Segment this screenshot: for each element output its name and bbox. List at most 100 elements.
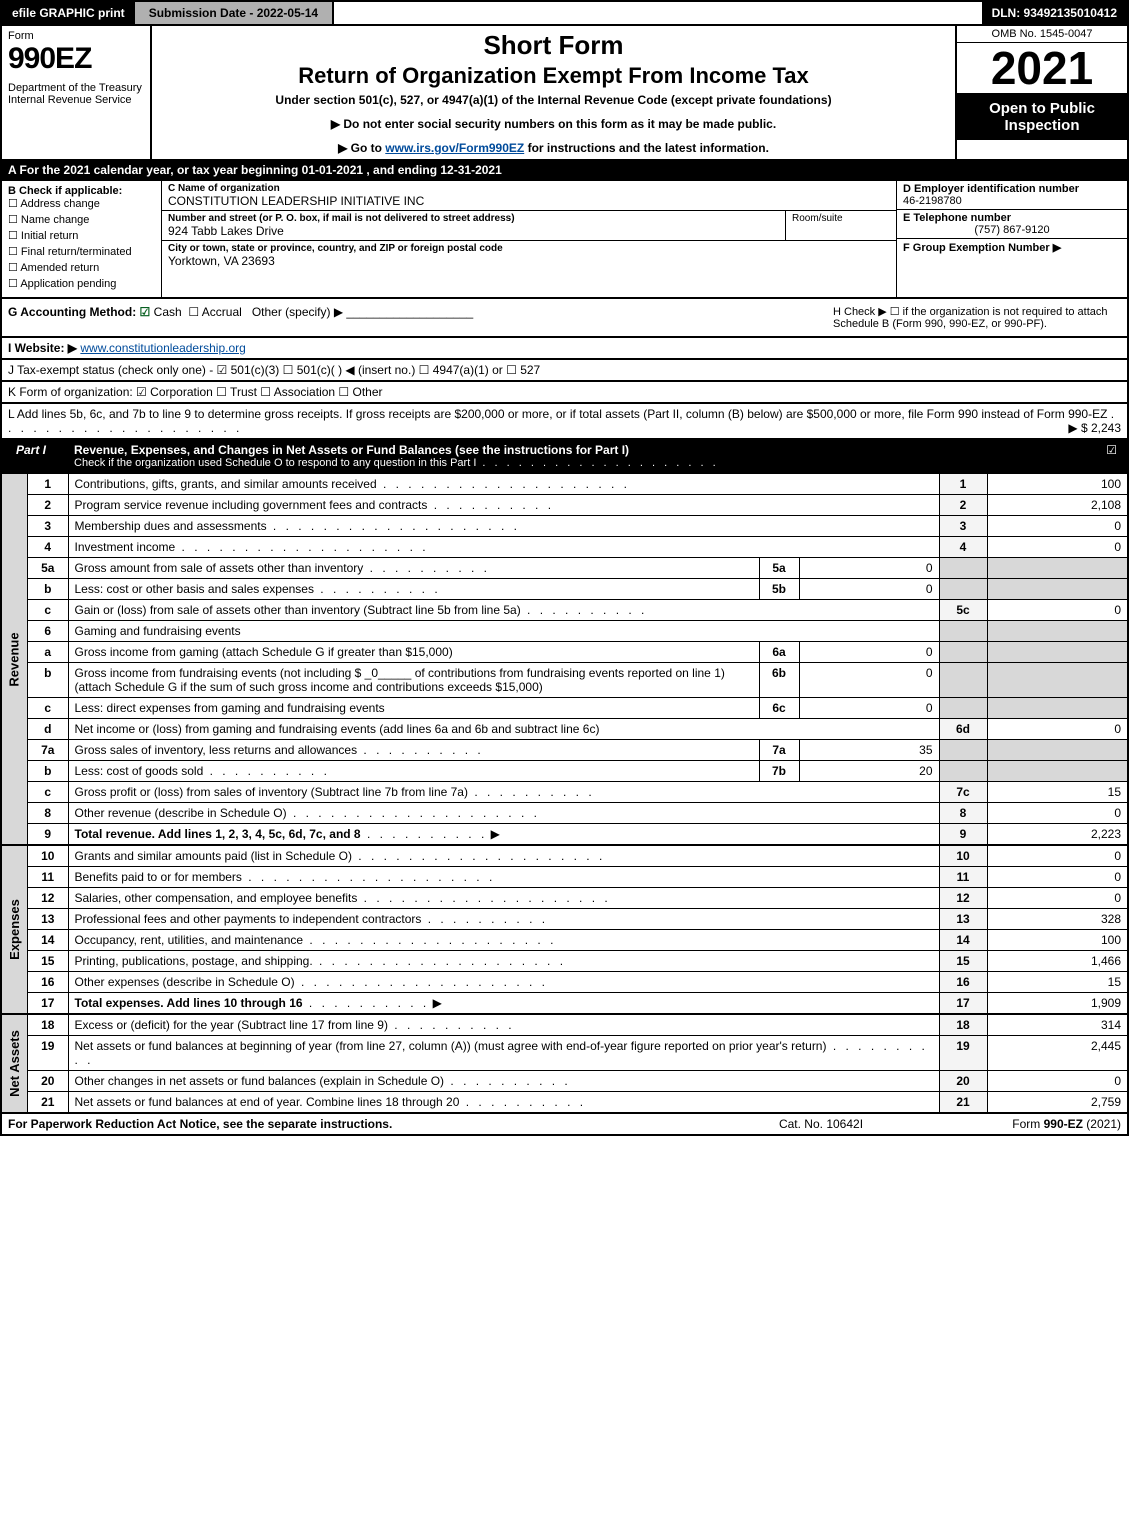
org-name-row: C Name of organization CONSTITUTION LEAD…	[162, 181, 896, 211]
form-label: Form	[8, 30, 144, 42]
chk-application-pending[interactable]: ☐ Application pending	[8, 277, 155, 290]
header-right: OMB No. 1545-0047 2021 Open to Public In…	[957, 26, 1127, 159]
netassets-section: Net Assets 18Excess or (deficit) for the…	[0, 1015, 1129, 1114]
room-suite: Room/suite	[786, 211, 896, 240]
footer-left: For Paperwork Reduction Act Notice, see …	[8, 1117, 721, 1131]
org-name-label: C Name of organization	[168, 183, 890, 194]
row-i-website: I Website: ▶ www.constitutionleadership.…	[0, 338, 1129, 360]
line-19: 19Net assets or fund balances at beginni…	[28, 1036, 1127, 1071]
line-7c: cGross profit or (loss) from sales of in…	[28, 782, 1127, 803]
note-link-post: for instructions and the latest informat…	[524, 141, 769, 155]
line-4: 4Investment income40	[28, 537, 1127, 558]
revenue-content: 1Contributions, gifts, grants, and simil…	[28, 474, 1127, 844]
dln-label: DLN: 93492135010412	[982, 2, 1127, 24]
phone-label: E Telephone number	[903, 212, 1121, 224]
row-l-text: L Add lines 5b, 6c, and 7b to line 9 to …	[8, 407, 1107, 421]
col-b-title: B Check if applicable:	[8, 185, 155, 197]
header-center: Short Form Return of Organization Exempt…	[152, 26, 957, 159]
row-l-amount: ▶ $ 2,243	[1068, 421, 1121, 435]
header-left: Form 990EZ Department of the Treasury In…	[2, 26, 152, 159]
chk-amended-return[interactable]: ☐ Amended return	[8, 261, 155, 274]
accrual-label: Accrual	[202, 305, 242, 319]
line-8: 8Other revenue (describe in Schedule O)8…	[28, 803, 1127, 824]
line-15: 15Printing, publications, postage, and s…	[28, 951, 1127, 972]
efile-label[interactable]: efile GRAPHIC print	[2, 2, 135, 24]
part1-sub: Check if the organization used Schedule …	[74, 457, 1100, 469]
part1-tab: Part I	[2, 440, 60, 460]
line-18: 18Excess or (deficit) for the year (Subt…	[28, 1015, 1127, 1036]
expenses-side-label: Expenses	[2, 846, 28, 1013]
page-footer: For Paperwork Reduction Act Notice, see …	[0, 1114, 1129, 1136]
line-11: 11Benefits paid to or for members110	[28, 867, 1127, 888]
chk-name-change[interactable]: ☐ Name change	[8, 213, 155, 226]
department-label: Department of the Treasury Internal Reve…	[8, 82, 144, 106]
chk-address-change[interactable]: ☐ Address change	[8, 197, 155, 210]
arrow-icon	[487, 827, 500, 841]
line-3: 3Membership dues and assessments30	[28, 516, 1127, 537]
topbar-spacer	[334, 2, 981, 24]
group-exemption-row: F Group Exemption Number ▶	[897, 239, 1127, 256]
omb-number: OMB No. 1545-0047	[957, 26, 1127, 43]
arrow-icon	[429, 996, 442, 1010]
city-value: Yorktown, VA 23693	[168, 254, 890, 268]
netassets-side-label: Net Assets	[2, 1015, 28, 1112]
irs-link[interactable]: www.irs.gov/Form990EZ	[385, 141, 524, 155]
line-10: 10Grants and similar amounts paid (list …	[28, 846, 1127, 867]
title-short-form: Short Form	[160, 30, 947, 61]
line-6c: cLess: direct expenses from gaming and f…	[28, 698, 1127, 719]
website-label: I Website: ▶	[8, 341, 77, 355]
line-5b: bLess: cost or other basis and sales exp…	[28, 579, 1127, 600]
line-6b: bGross income from fundraising events (n…	[28, 663, 1127, 698]
org-name: CONSTITUTION LEADERSHIP INITIATIVE INC	[168, 194, 890, 208]
line-16: 16Other expenses (describe in Schedule O…	[28, 972, 1127, 993]
note-link: ▶ Go to www.irs.gov/Form990EZ for instru…	[160, 141, 947, 155]
website-link[interactable]: www.constitutionleadership.org	[80, 341, 245, 355]
footer-mid: Cat. No. 10642I	[721, 1117, 921, 1131]
row-h: H Check ▶ ☐ if the organization is not r…	[827, 299, 1127, 336]
revenue-table: 1Contributions, gifts, grants, and simil…	[28, 474, 1127, 844]
row-j-tax-exempt: J Tax-exempt status (check only one) - ☑…	[0, 360, 1129, 382]
line-7b: bLess: cost of goods sold7b20	[28, 761, 1127, 782]
chk-initial-return[interactable]: ☐ Initial return	[8, 229, 155, 242]
col-c-org-info: C Name of organization CONSTITUTION LEAD…	[162, 181, 897, 297]
row-g-h: G Accounting Method: ☑ Cash ☐ Accrual Ot…	[0, 299, 1129, 338]
cash-label: Cash	[154, 305, 182, 319]
form-header: Form 990EZ Department of the Treasury In…	[0, 26, 1129, 161]
ein-row: D Employer identification number 46-2198…	[897, 181, 1127, 210]
part1-checkbox[interactable]: ☑	[1106, 440, 1127, 460]
top-bar: efile GRAPHIC print Submission Date - 20…	[0, 0, 1129, 26]
g-label: G Accounting Method:	[8, 305, 140, 319]
expenses-content: 10Grants and similar amounts paid (list …	[28, 846, 1127, 1013]
address-row: Number and street (or P. O. box, if mail…	[162, 211, 896, 241]
note-ssn: ▶ Do not enter social security numbers o…	[160, 117, 947, 131]
city-row: City or town, state or province, country…	[162, 241, 896, 270]
open-to-public: Open to Public Inspection	[957, 94, 1127, 140]
netassets-content: 18Excess or (deficit) for the year (Subt…	[28, 1015, 1127, 1112]
line-12: 12Salaries, other compensation, and empl…	[28, 888, 1127, 909]
address-main: Number and street (or P. O. box, if mail…	[162, 211, 786, 240]
part1-title-text: Revenue, Expenses, and Changes in Net As…	[74, 443, 629, 457]
line-6: 6Gaming and fundraising events	[28, 621, 1127, 642]
ein-label: D Employer identification number	[903, 183, 1121, 195]
row-l-gross-receipts: L Add lines 5b, 6c, and 7b to line 9 to …	[0, 404, 1129, 440]
footer-right: Form 990-EZ (2021)	[921, 1117, 1121, 1131]
revenue-side-label: Revenue	[2, 474, 28, 844]
line-14: 14Occupancy, rent, utilities, and mainte…	[28, 930, 1127, 951]
submission-date: Submission Date - 2022-05-14	[135, 2, 334, 24]
tax-year: 2021	[957, 43, 1127, 94]
line-5a: 5aGross amount from sale of assets other…	[28, 558, 1127, 579]
row-k-form-org: K Form of organization: ☑ Corporation ☐ …	[0, 382, 1129, 404]
chk-final-return[interactable]: ☐ Final return/terminated	[8, 245, 155, 258]
row-a-tax-year: A For the 2021 calendar year, or tax yea…	[0, 161, 1129, 181]
line-7a: 7aGross sales of inventory, less returns…	[28, 740, 1127, 761]
title-return: Return of Organization Exempt From Incom…	[160, 63, 947, 89]
netassets-table: 18Excess or (deficit) for the year (Subt…	[28, 1015, 1127, 1112]
expenses-table: 10Grants and similar amounts paid (list …	[28, 846, 1127, 1013]
line-9: 9Total revenue. Add lines 1, 2, 3, 4, 5c…	[28, 824, 1127, 845]
block-bcdef: B Check if applicable: ☐ Address change …	[0, 181, 1129, 299]
phone-row: E Telephone number (757) 867-9120	[897, 210, 1127, 239]
other-label: Other (specify) ▶	[252, 305, 343, 319]
line-13: 13Professional fees and other payments t…	[28, 909, 1127, 930]
line-1: 1Contributions, gifts, grants, and simil…	[28, 474, 1127, 495]
col-def: D Employer identification number 46-2198…	[897, 181, 1127, 297]
